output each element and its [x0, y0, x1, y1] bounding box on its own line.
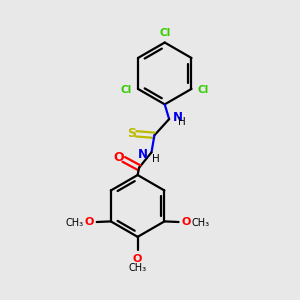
- Text: H: H: [152, 154, 160, 164]
- Text: Cl: Cl: [159, 28, 170, 38]
- Text: CH₃: CH₃: [65, 218, 83, 228]
- Text: O: O: [113, 151, 124, 164]
- Text: CH₃: CH₃: [129, 263, 147, 273]
- Text: O: O: [133, 254, 142, 264]
- Text: N: N: [138, 148, 148, 161]
- Text: O: O: [182, 217, 191, 227]
- Text: O: O: [84, 217, 94, 227]
- Text: Cl: Cl: [121, 85, 132, 95]
- Text: Cl: Cl: [197, 85, 208, 95]
- Text: H: H: [178, 117, 185, 127]
- Text: CH₃: CH₃: [192, 218, 210, 228]
- Text: N: N: [173, 111, 183, 124]
- Text: S: S: [127, 127, 136, 140]
